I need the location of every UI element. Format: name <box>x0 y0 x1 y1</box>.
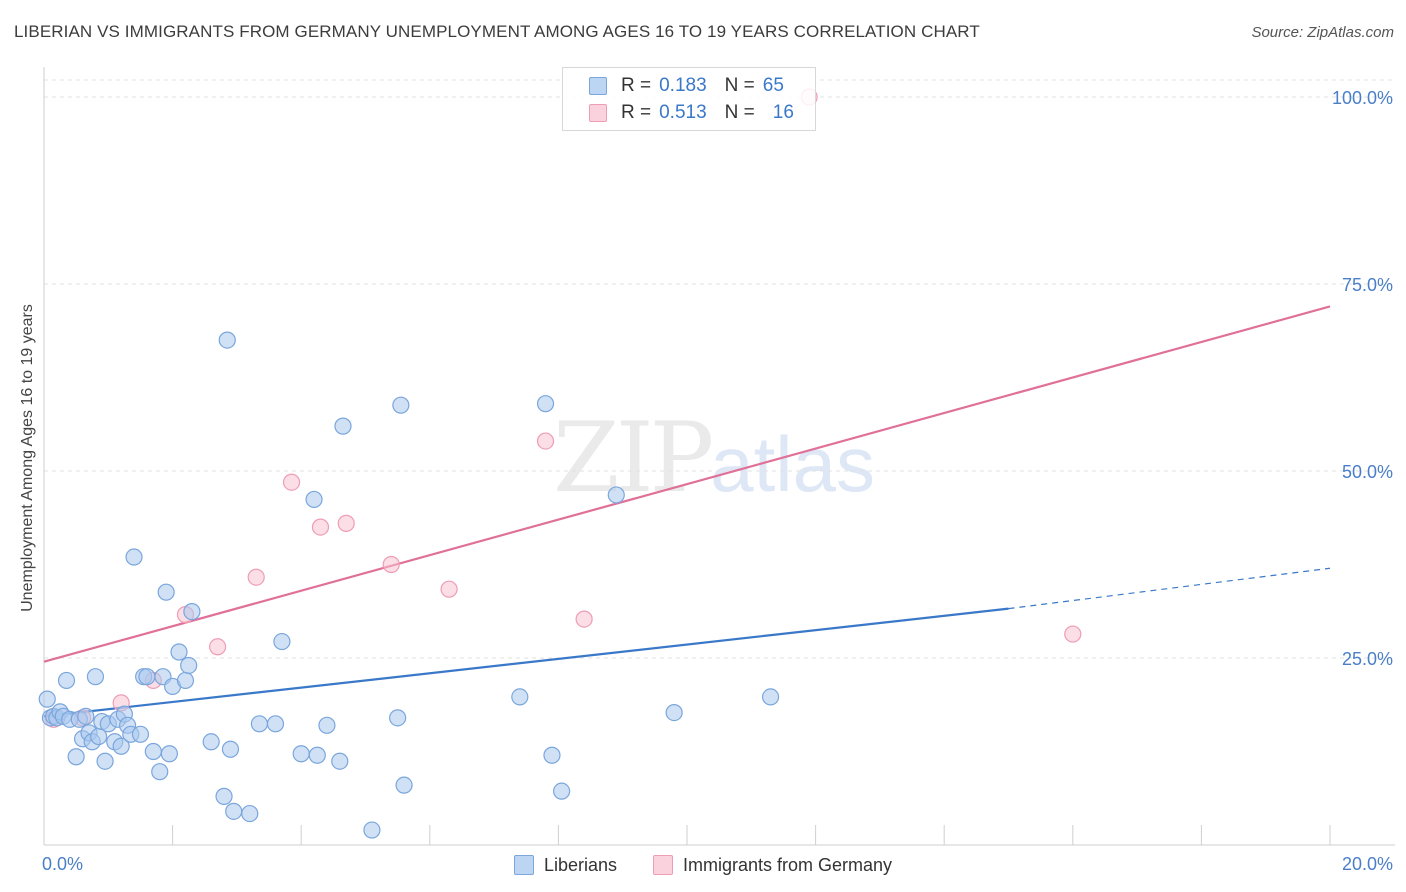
data-point-liberians <box>318 716 336 734</box>
legend-swatch-germany <box>589 104 607 122</box>
data-point-liberians <box>176 671 195 690</box>
x-tick-label: 0.0% <box>42 854 83 874</box>
data-point-germany <box>282 473 301 491</box>
data-point-germany <box>247 568 265 586</box>
data-point-liberians <box>157 583 175 601</box>
data-point-liberians <box>215 787 233 805</box>
source-credit: Source: ZipAtlas.com <box>1251 24 1394 41</box>
data-point-liberians <box>77 707 95 725</box>
data-point-liberians <box>389 709 407 727</box>
trend-lines <box>43 305 1331 718</box>
bottom-legend-swatch-liberians <box>513 855 534 875</box>
data-point-liberians <box>86 668 105 686</box>
data-point-liberians <box>225 802 243 820</box>
legend-r-label: R = <box>621 102 652 123</box>
data-point-liberians <box>543 746 561 764</box>
bottom-legend-swatch-germany <box>653 855 673 875</box>
bottom-legend-germany: Immigrants from Germany <box>653 855 892 876</box>
watermark-zip: ZIP <box>553 402 714 514</box>
y-tick-label: 75.0% <box>1342 275 1393 295</box>
data-point-liberians <box>334 417 352 435</box>
watermark: ZIPatlas <box>553 402 875 514</box>
data-point-liberians <box>38 690 56 708</box>
axes <box>43 67 1395 846</box>
legend-swatch-liberians <box>589 77 607 95</box>
data-point-germany <box>575 610 593 628</box>
trend-line-liberians <box>43 607 1009 718</box>
bottom-legend-liberians: Liberians <box>513 854 617 876</box>
x-tick-label: 20.0% <box>1342 854 1393 874</box>
data-point-liberians <box>57 671 76 690</box>
data-point-germany <box>440 580 458 598</box>
data-point-liberians <box>761 688 780 706</box>
data-point-liberians <box>395 776 413 794</box>
data-point-germany <box>1064 625 1082 643</box>
bottom-legend: Liberians Immigrants from Germany <box>0 852 1406 878</box>
data-point-liberians <box>266 715 285 733</box>
bottom-legend-label-germany: Immigrants from Germany <box>683 854 893 875</box>
data-point-liberians <box>151 763 169 781</box>
data-point-liberians <box>112 737 130 755</box>
data-point-liberians <box>125 548 143 566</box>
y-tick-label: 50.0% <box>1342 462 1393 482</box>
data-point-liberians <box>218 331 236 349</box>
data-point-germany <box>337 514 355 532</box>
data-point-liberians <box>665 704 683 722</box>
chart-title: LIBERIAN VS IMMIGRANTS FROM GERMANY UNEM… <box>14 22 980 41</box>
tick-labels: 25.0% 50.0% 75.0% 100.0% 0.0% 20.0% <box>42 88 1393 874</box>
y-tick-label: 100.0% <box>1332 88 1393 108</box>
data-point-liberians <box>331 752 349 770</box>
trend-line-germany <box>43 305 1331 663</box>
legend-n-label: N = <box>724 102 755 123</box>
data-point-liberians <box>536 395 555 413</box>
y-tick-label: 25.0% <box>1342 649 1393 669</box>
data-points <box>38 88 1082 839</box>
legend-n-value-liberians: 65 <box>762 75 784 96</box>
legend-row-liberians: R = 0.183 N = 65 <box>589 74 784 98</box>
gridlines <box>44 79 1395 659</box>
legend: R = 0.183 N = 65 R = 0.513 N = 16 <box>562 67 816 131</box>
data-point-liberians <box>511 688 529 706</box>
trend-line-liberians-extension <box>1008 567 1331 610</box>
data-point-liberians <box>183 603 201 621</box>
legend-r-value-liberians: 0.183 <box>659 75 707 96</box>
data-point-liberians <box>138 668 156 686</box>
watermark-atlas: atlas <box>710 420 875 508</box>
data-point-liberians <box>553 782 571 800</box>
data-point-liberians <box>96 752 114 770</box>
legend-r-value-germany: 0.513 <box>659 102 707 123</box>
legend-row-germany: R = 0.513 N = 16 <box>589 101 794 125</box>
data-point-liberians <box>67 748 85 766</box>
data-point-liberians <box>144 742 162 761</box>
data-point-liberians <box>180 656 198 675</box>
data-point-liberians <box>202 733 220 751</box>
data-point-liberians <box>160 745 178 763</box>
bottom-legend-label-liberians: Liberians <box>543 854 617 875</box>
data-point-liberians <box>607 486 625 504</box>
data-point-liberians <box>308 746 326 764</box>
data-point-germany <box>382 555 400 574</box>
data-point-liberians <box>221 740 240 758</box>
data-point-germany <box>536 432 555 450</box>
data-point-germany <box>311 518 330 536</box>
data-point-liberians <box>273 632 291 651</box>
data-point-liberians <box>170 643 188 661</box>
legend-r-label: R = <box>621 75 652 96</box>
data-point-liberians <box>392 396 410 414</box>
data-point-liberians <box>250 715 269 733</box>
data-point-liberians <box>305 490 323 509</box>
data-point-liberians <box>131 725 150 743</box>
legend-n-value-germany: 16 <box>772 102 794 123</box>
data-point-liberians <box>363 821 381 839</box>
legend-n-label: N = <box>724 75 755 96</box>
data-point-liberians <box>241 804 259 823</box>
data-point-liberians <box>292 745 310 763</box>
data-point-germany <box>209 638 227 656</box>
